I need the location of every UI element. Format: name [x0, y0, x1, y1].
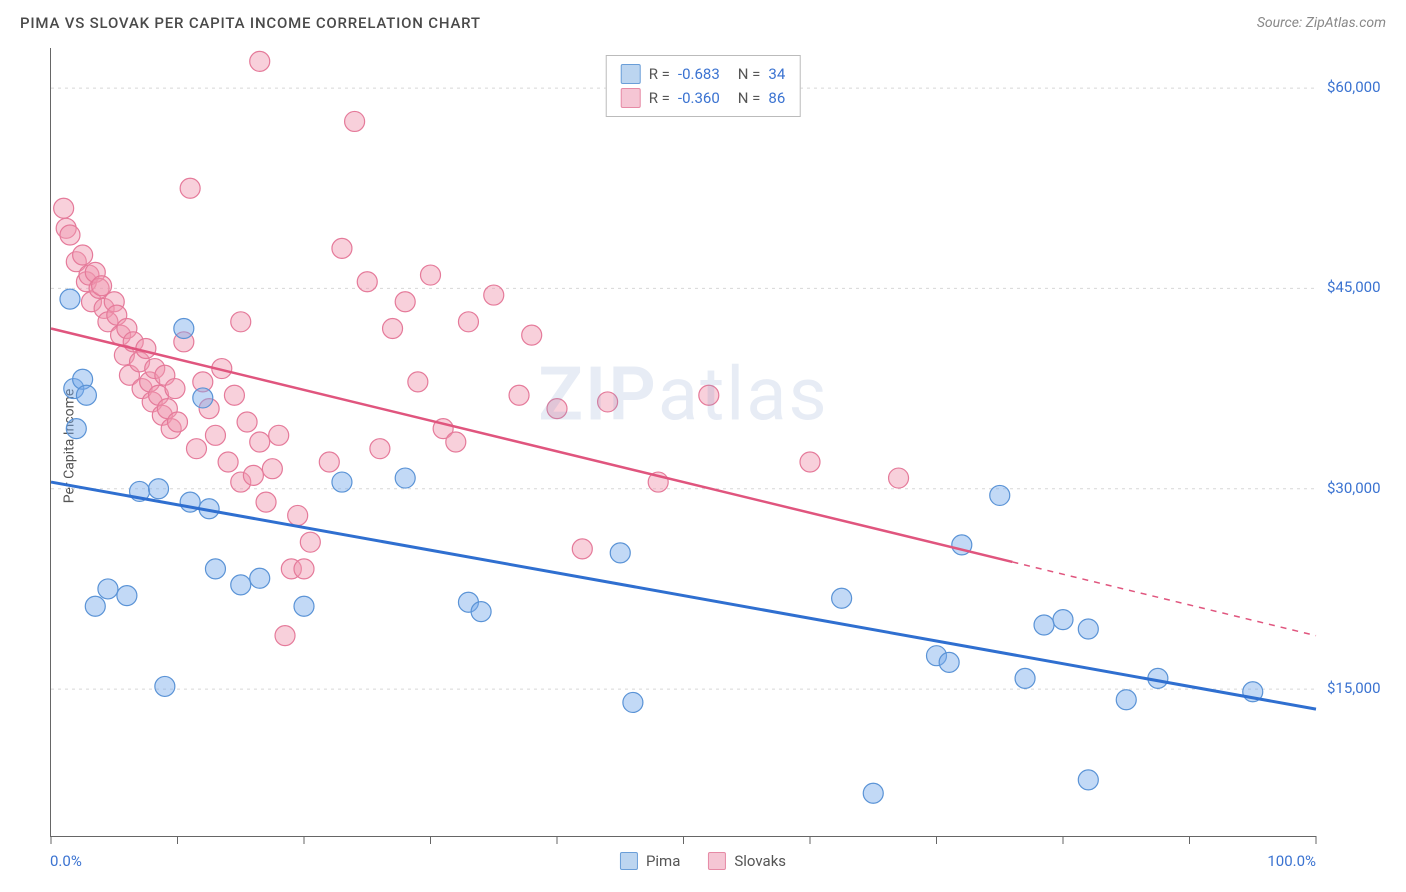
r-value: -0.360 [678, 89, 720, 107]
x-max-label: 100.0% [1267, 852, 1316, 870]
legend-item: Pima [620, 852, 680, 870]
y-tick-label: $60,000 [1327, 78, 1381, 96]
swatch-icon [620, 852, 638, 870]
n-value: 34 [768, 65, 785, 83]
source-label: Source: ZipAtlas.com [1257, 15, 1386, 31]
chart-title: PIMA VS SLOVAK PER CAPITA INCOME CORRELA… [20, 14, 481, 32]
swatch-icon [621, 88, 641, 108]
series-legend: Pima Slovaks [620, 852, 786, 870]
swatch-icon [708, 852, 726, 870]
y-tick-label: $45,000 [1327, 278, 1381, 296]
legend-row: R = -0.683 N = 34 [621, 62, 786, 86]
n-value: 86 [768, 89, 785, 107]
legend-item: Slovaks [708, 852, 786, 870]
scatter-plot-svg [51, 48, 1316, 836]
correlation-legend: R = -0.683 N = 34 R = -0.360 N = 86 [606, 55, 801, 117]
swatch-icon [621, 64, 641, 84]
r-value: -0.683 [678, 65, 720, 83]
chart-plot-area: ZIPatlas [50, 48, 1316, 837]
series-name: Slovaks [734, 852, 786, 870]
legend-row: R = -0.360 N = 86 [621, 86, 786, 110]
y-tick-label: $15,000 [1327, 679, 1381, 697]
y-tick-label: $30,000 [1327, 479, 1381, 497]
series-name: Pima [646, 852, 680, 870]
x-min-label: 0.0% [50, 852, 82, 870]
